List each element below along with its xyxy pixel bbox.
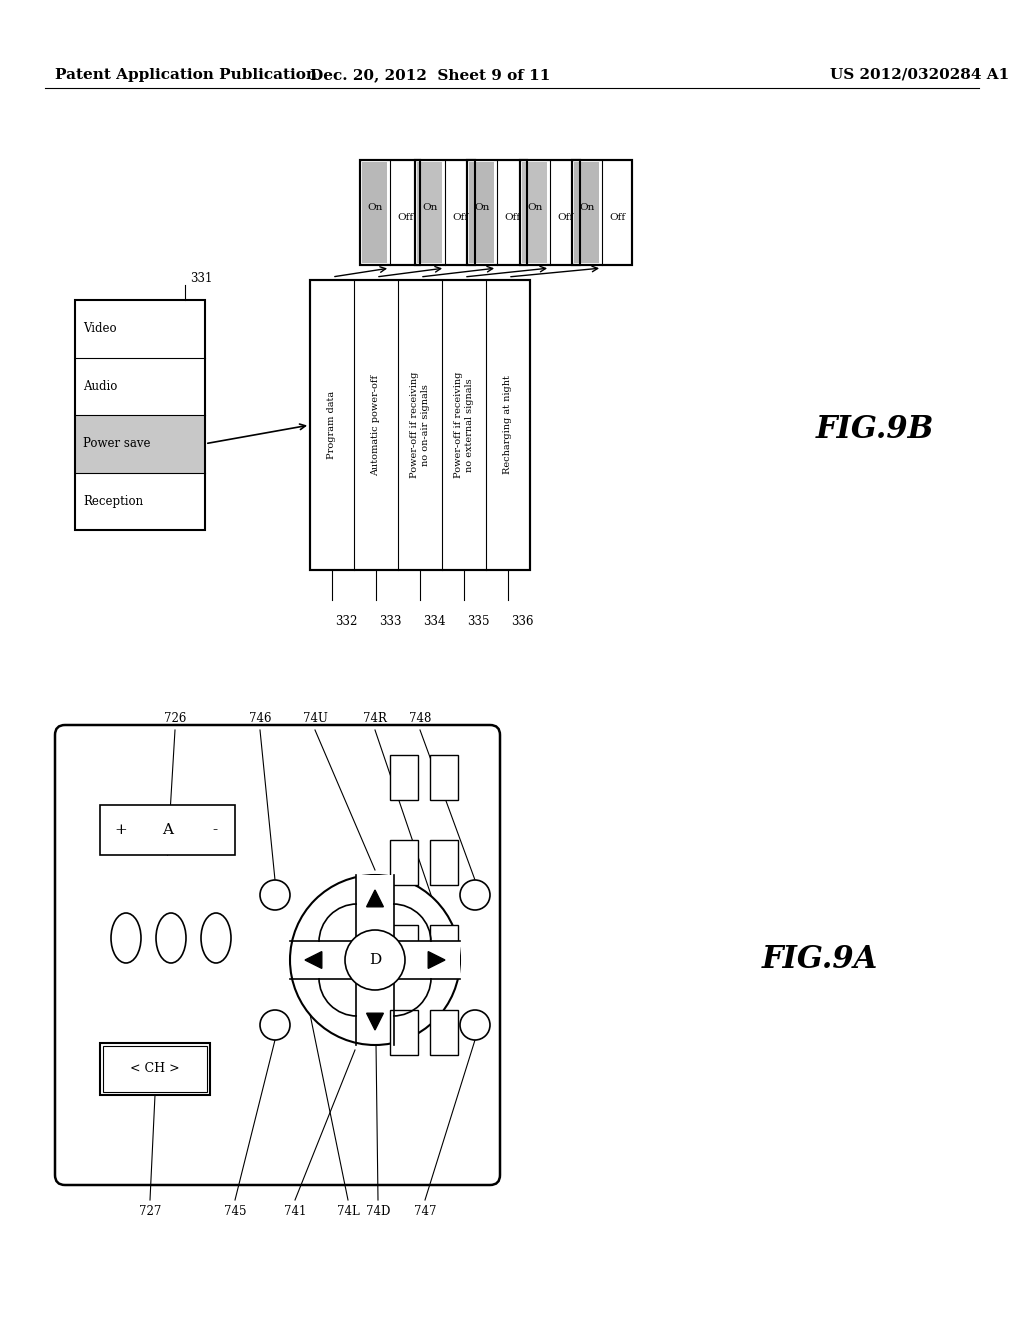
Bar bbox=[430, 925, 458, 970]
Text: FIG.9A: FIG.9A bbox=[762, 945, 879, 975]
Polygon shape bbox=[367, 890, 383, 907]
Text: D: D bbox=[369, 953, 381, 968]
Text: 335: 335 bbox=[467, 615, 489, 628]
Bar bbox=[75, 414, 205, 473]
Bar bbox=[356, 911, 394, 978]
Text: 748: 748 bbox=[409, 711, 431, 725]
Bar bbox=[310, 280, 530, 570]
Bar bbox=[75, 300, 205, 531]
Text: 747: 747 bbox=[414, 1205, 436, 1218]
Bar bbox=[390, 755, 418, 800]
Circle shape bbox=[460, 880, 490, 909]
Text: Recharging at night: Recharging at night bbox=[504, 376, 512, 474]
Text: 334: 334 bbox=[423, 615, 445, 628]
Bar bbox=[520, 160, 580, 265]
Text: Dec. 20, 2012  Sheet 9 of 11: Dec. 20, 2012 Sheet 9 of 11 bbox=[310, 69, 550, 82]
Text: On: On bbox=[580, 203, 595, 211]
Text: Reception: Reception bbox=[83, 495, 143, 508]
Text: Off: Off bbox=[504, 214, 520, 222]
Bar bbox=[430, 840, 458, 884]
Text: 726: 726 bbox=[164, 711, 186, 725]
Text: 74L: 74L bbox=[337, 1205, 359, 1218]
Bar bbox=[430, 1010, 458, 1055]
Bar bbox=[390, 925, 418, 970]
Polygon shape bbox=[428, 952, 445, 969]
Ellipse shape bbox=[201, 913, 231, 964]
FancyBboxPatch shape bbox=[55, 725, 500, 1185]
Text: +: + bbox=[114, 822, 127, 837]
Text: 741: 741 bbox=[284, 1205, 306, 1218]
Text: Video: Video bbox=[83, 322, 117, 335]
Circle shape bbox=[460, 1010, 490, 1040]
Bar bbox=[574, 162, 599, 263]
Bar bbox=[469, 162, 494, 263]
Bar bbox=[362, 162, 387, 263]
Bar bbox=[356, 875, 394, 942]
Bar bbox=[360, 160, 420, 265]
Polygon shape bbox=[367, 1014, 383, 1030]
Bar bbox=[415, 160, 475, 265]
Circle shape bbox=[260, 1010, 290, 1040]
Text: 332: 332 bbox=[335, 615, 357, 628]
Bar bbox=[467, 160, 527, 265]
Text: 746: 746 bbox=[249, 711, 271, 725]
Bar bbox=[103, 1045, 207, 1092]
Text: Power-off if receiving
no external signals: Power-off if receiving no external signa… bbox=[455, 372, 474, 478]
Bar bbox=[572, 160, 632, 265]
Text: US 2012/0320284 A1: US 2012/0320284 A1 bbox=[830, 69, 1010, 82]
Text: 74U: 74U bbox=[302, 711, 328, 725]
Text: Patent Application Publication: Patent Application Publication bbox=[55, 69, 317, 82]
Text: 333: 333 bbox=[379, 615, 401, 628]
Bar bbox=[522, 162, 547, 263]
Text: Audio: Audio bbox=[83, 380, 118, 393]
Bar bbox=[430, 755, 458, 800]
Text: 336: 336 bbox=[511, 615, 534, 628]
Bar bbox=[75, 300, 205, 358]
Bar bbox=[310, 280, 530, 570]
Text: On: On bbox=[474, 203, 489, 211]
Circle shape bbox=[345, 931, 406, 990]
Text: Off: Off bbox=[452, 214, 468, 222]
Bar bbox=[572, 160, 632, 265]
Circle shape bbox=[290, 875, 460, 1045]
Text: Automatic power-off: Automatic power-off bbox=[372, 375, 381, 475]
Text: Power-off if receiving
no on-air signals: Power-off if receiving no on-air signals bbox=[411, 372, 430, 478]
Ellipse shape bbox=[111, 913, 141, 964]
Text: On: On bbox=[527, 203, 543, 211]
Text: FIG.9B: FIG.9B bbox=[816, 414, 934, 446]
Text: On: On bbox=[422, 203, 437, 211]
Text: Program data: Program data bbox=[328, 391, 337, 459]
Ellipse shape bbox=[156, 913, 186, 964]
Text: 331: 331 bbox=[190, 272, 212, 285]
Bar bbox=[415, 160, 475, 265]
Text: 727: 727 bbox=[139, 1205, 161, 1218]
Text: 745: 745 bbox=[224, 1205, 246, 1218]
Bar bbox=[100, 1043, 210, 1096]
Bar bbox=[360, 160, 420, 265]
Text: -: - bbox=[212, 822, 217, 837]
Text: 74R: 74R bbox=[364, 711, 387, 725]
Bar bbox=[390, 1010, 418, 1055]
Polygon shape bbox=[305, 952, 322, 969]
Text: < CH >: < CH > bbox=[130, 1063, 180, 1076]
Bar bbox=[357, 941, 424, 979]
Bar bbox=[417, 162, 442, 263]
Bar bbox=[393, 941, 460, 979]
Bar bbox=[390, 840, 418, 884]
Text: Power save: Power save bbox=[83, 437, 151, 450]
Text: Off: Off bbox=[397, 214, 413, 222]
Text: A: A bbox=[162, 822, 173, 837]
Circle shape bbox=[260, 880, 290, 909]
Bar bbox=[520, 160, 580, 265]
Bar bbox=[75, 358, 205, 414]
Text: Off: Off bbox=[609, 214, 625, 222]
Bar bbox=[100, 805, 234, 855]
Text: On: On bbox=[368, 203, 383, 211]
Bar bbox=[75, 473, 205, 531]
Text: Off: Off bbox=[557, 214, 573, 222]
Bar bbox=[467, 160, 527, 265]
Text: 74D: 74D bbox=[366, 1205, 390, 1218]
